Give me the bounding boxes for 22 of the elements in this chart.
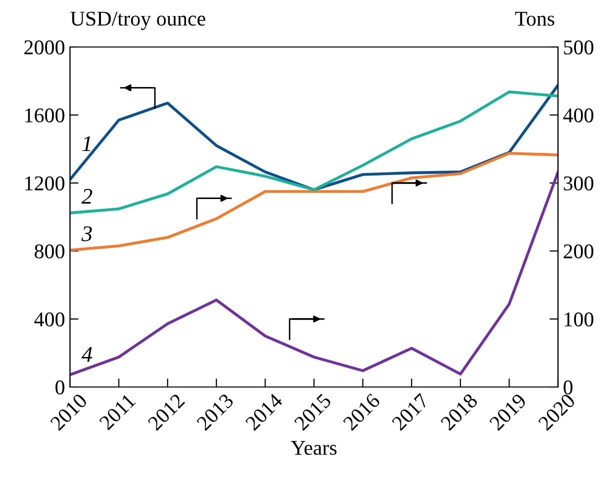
y2-tick-label: 0 [564, 380, 572, 394]
y2-tick-label: 400 [563, 108, 594, 122]
y-tick-label: 1600 [25, 108, 64, 122]
annotation: 2 [82, 188, 92, 204]
annotation: 4 [82, 347, 92, 362]
y-tick-label: 400 [34, 312, 64, 326]
line-series [70, 170, 558, 376]
y2-tick-label: 500 [564, 40, 594, 54]
y-tick-label: 1200 [25, 176, 64, 190]
y2-tick-label: 100 [564, 312, 594, 326]
annotation: 3 [81, 226, 92, 242]
y2-tick-label: 300 [564, 176, 594, 190]
y-tick-label: 800 [34, 244, 64, 258]
line-series [70, 152, 558, 252]
y2-tick-label: 200 [564, 244, 594, 258]
annotation: 1 [82, 136, 90, 151]
y-tick-label: 2000 [24, 40, 64, 54]
y-tick-label: 0 [56, 380, 64, 394]
line-series [70, 90, 558, 214]
y-axis-title: USD/troy ounce [70, 12, 206, 30]
y2-axis-title: Tons [515, 12, 554, 26]
x-axis-title: Years [290, 441, 336, 455]
